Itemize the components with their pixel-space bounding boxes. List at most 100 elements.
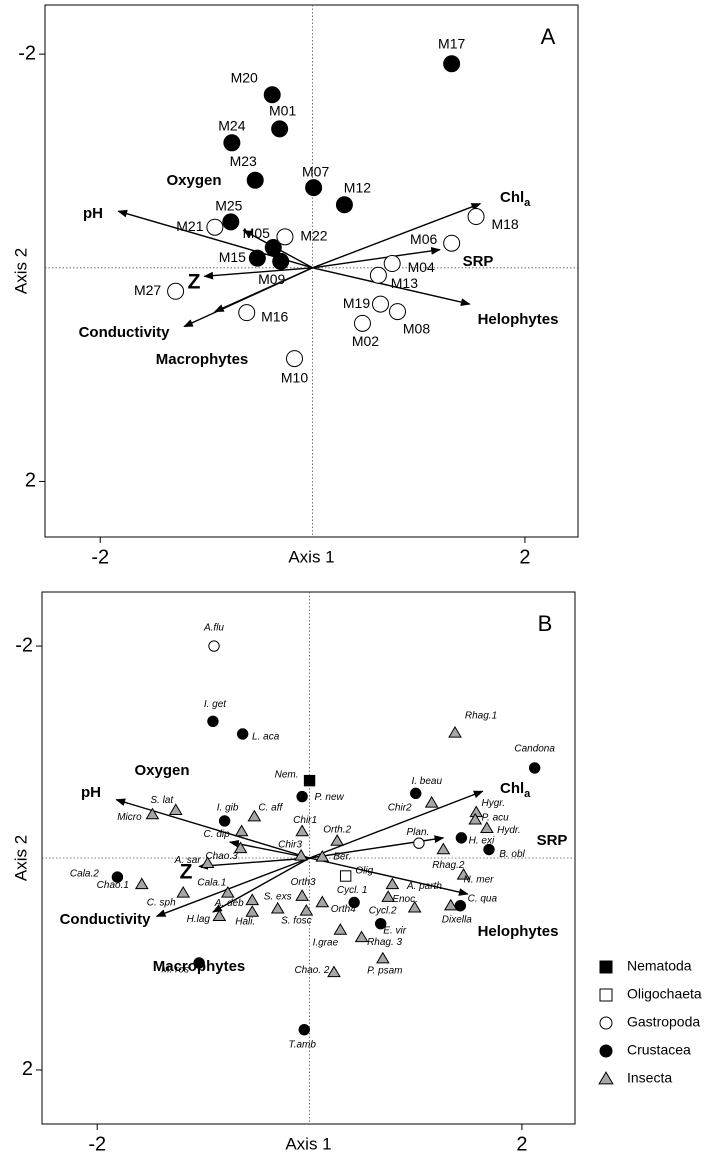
point (333, 923, 348, 935)
point-label: M24 (218, 118, 245, 134)
point (443, 55, 461, 73)
point-label: A. parth (406, 881, 442, 892)
legend-swatch (599, 960, 613, 974)
vector-arrow (309, 790, 484, 859)
point-label: C. aff (258, 802, 283, 813)
point (263, 86, 281, 104)
point-label: C. dip (204, 829, 231, 840)
vector-label: pH (81, 784, 101, 801)
point (374, 918, 387, 930)
point-label: I. beau (411, 776, 442, 787)
point-label: Chir1 (293, 815, 317, 826)
point (436, 842, 451, 855)
panel-label: A (541, 24, 556, 49)
point (315, 895, 330, 908)
x-axis-title: Axis 1 (285, 1134, 331, 1153)
point-label: M16 (261, 308, 288, 324)
point-label: P. new (314, 792, 344, 803)
point-label: Candona (514, 744, 555, 755)
point-label: A. deb (214, 898, 244, 909)
point-label: M22 (300, 228, 327, 244)
panel-label: B (538, 611, 553, 636)
vector-arrow (309, 857, 469, 896)
y-tick-label: 2 (22, 1058, 33, 1080)
point-label: Chao. 2 (294, 965, 329, 976)
point (271, 120, 289, 138)
point-label: Plan. (407, 827, 430, 838)
point-label: M25 (215, 198, 242, 214)
point-label: S. exs (264, 892, 292, 903)
vector-label: Conductivity (79, 324, 170, 341)
legend: Nematoda Oligochaeta Gastropoda Crustacea In… (598, 958, 702, 1086)
point-label: Rhag. 3 (367, 937, 402, 948)
point (296, 790, 308, 803)
point-label: E. vir (383, 925, 406, 936)
point-label: Rhag.1 (465, 711, 497, 722)
point-label: M06 (410, 231, 437, 247)
vector-label: Conductivity (60, 911, 151, 928)
point-label: Chir2 (388, 803, 412, 814)
point (299, 904, 314, 916)
point (381, 890, 395, 902)
point (168, 803, 183, 815)
point (369, 266, 387, 284)
x-tick-label: 2 (516, 1133, 527, 1155)
y-axis-title: Axis 2 (11, 835, 30, 881)
point-label: Enoc. (392, 894, 418, 905)
legend-swatch (599, 1044, 613, 1058)
vector-label: Helophytes (478, 923, 559, 940)
point-label: C. sph (147, 898, 176, 909)
point-label: S. lat (150, 795, 174, 806)
point-label: Ber. (333, 852, 351, 863)
point (220, 886, 235, 898)
point-label: Orth4 (331, 904, 356, 915)
point (372, 295, 390, 313)
point (200, 856, 215, 868)
vector-arrow (115, 798, 310, 859)
point (238, 304, 256, 322)
point (223, 134, 241, 152)
point (212, 909, 227, 921)
point (467, 208, 485, 226)
point-label: Orth3 (291, 877, 316, 888)
vector-arrow (312, 267, 471, 306)
point (443, 898, 458, 911)
point-label: M02 (352, 333, 379, 349)
point (298, 1023, 310, 1036)
point (134, 877, 149, 890)
point-label: M10 (281, 369, 308, 385)
point-label: S. fosc (281, 916, 312, 927)
point-label: I. gib (217, 803, 239, 814)
vector-label-subscript: a (524, 788, 531, 800)
vector-label: SRP (463, 253, 494, 270)
point (375, 951, 390, 964)
point-label: I. get (204, 699, 227, 710)
x-tick-label: -2 (88, 1133, 106, 1155)
point (385, 877, 400, 890)
point-label: P. psam (367, 965, 402, 976)
point-label: P. acu (482, 812, 509, 823)
point-label: M17 (438, 35, 465, 51)
point-label: M27 (134, 282, 161, 298)
x-tick-label: -2 (91, 546, 109, 568)
point (218, 815, 231, 827)
point-label: Rhag.2 (432, 860, 465, 871)
point-label: M09 (258, 271, 285, 287)
vector-label: SRP (537, 832, 568, 849)
point-label: Micro (117, 812, 142, 823)
vector-label: pH (83, 205, 103, 222)
y-axis-title: Axis 2 (11, 248, 30, 294)
point-label: M21 (176, 218, 203, 234)
point (206, 218, 224, 236)
point (233, 841, 248, 854)
point (407, 900, 422, 913)
point (327, 965, 341, 978)
point (236, 728, 249, 740)
vector-arrow (213, 267, 313, 313)
point (145, 807, 160, 820)
legend-swatch (599, 988, 613, 1002)
point-label: Cycl.2 (369, 905, 397, 916)
point (246, 171, 264, 189)
point-label: M19 (343, 295, 370, 311)
